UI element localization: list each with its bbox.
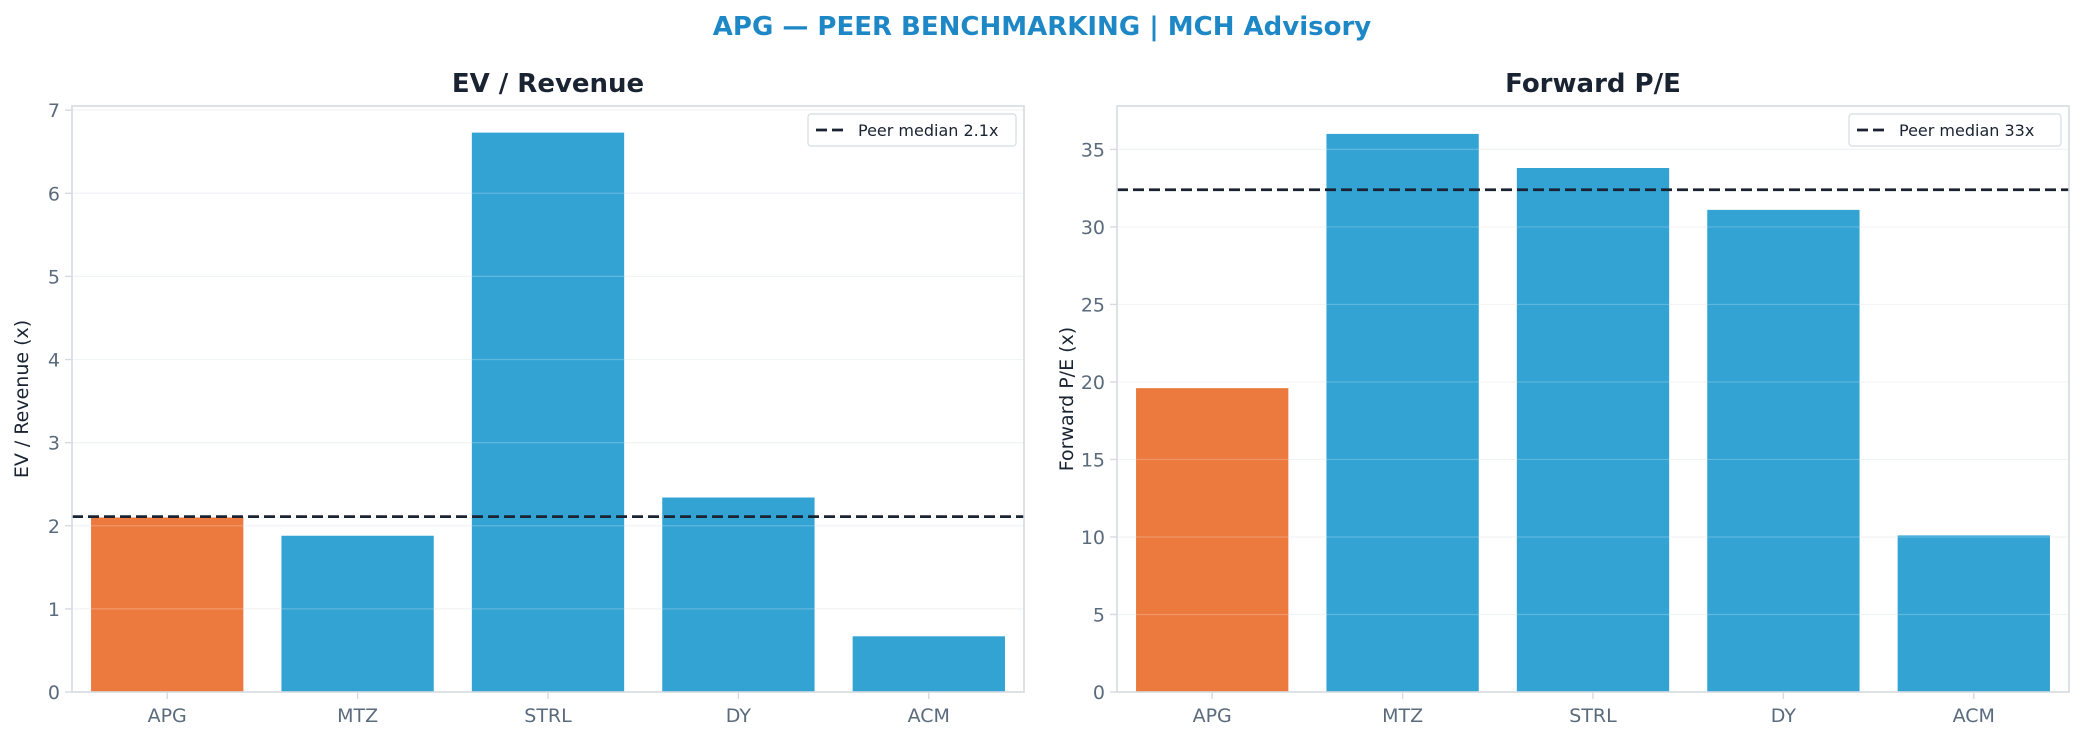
y-tick-label: 1: [48, 599, 60, 621]
x-tick-label: DY: [726, 705, 752, 727]
y-tick-label: 4: [48, 350, 60, 372]
bar-apg: [91, 517, 244, 692]
x-tick-label: APG: [148, 705, 187, 727]
bar-dy: [662, 497, 815, 692]
y-tick-label: 0: [48, 682, 60, 704]
legend-label: Peer median 2.1x: [858, 121, 998, 140]
chart-title: EV / Revenue: [452, 69, 644, 99]
bar-dy: [1707, 209, 1860, 692]
y-tick-label: 10: [1081, 527, 1105, 549]
legend-label: Peer median 33x: [1899, 121, 2034, 140]
x-tick-label: STRL: [524, 705, 572, 727]
x-tick-label: MTZ: [337, 705, 378, 727]
y-tick-label: 35: [1081, 139, 1105, 161]
chart-title: Forward P/E: [1505, 69, 1681, 99]
y-tick-label: 5: [48, 266, 60, 288]
x-tick-label: APG: [1193, 705, 1232, 727]
y-tick-label: 2: [48, 516, 60, 538]
legend: Peer median 2.1x: [807, 113, 1017, 147]
bar-acm: [1897, 535, 2050, 692]
x-tick-label: MTZ: [1382, 705, 1423, 727]
bar-strl: [471, 132, 625, 693]
legend-box: [1848, 113, 2062, 147]
bar-mtz: [1326, 133, 1479, 692]
y-tick-label: 20: [1081, 372, 1105, 394]
y-tick-label: 5: [1093, 604, 1105, 626]
legend: Peer median 33x: [1848, 113, 2062, 147]
bar-strl: [1516, 168, 1670, 692]
bar-mtz: [281, 535, 434, 692]
y-axis-label: Forward P/E (x): [1056, 327, 1078, 471]
x-tick-label: DY: [1771, 705, 1797, 727]
bar-acm: [852, 636, 1005, 692]
chart-forward-pe: Forward P/E 0 5 10 15 20 25 30 35 APG MTZ STRL DY ACM…: [1056, 69, 2070, 727]
y-tick-label: 15: [1081, 449, 1105, 471]
y-tick-label: 6: [48, 183, 60, 205]
x-tick-label: ACM: [908, 705, 950, 727]
y-tick-label: 3: [48, 433, 60, 455]
legend-box: [807, 113, 1017, 147]
y-axis-label: EV / Revenue (x): [11, 320, 33, 478]
chart-ev-revenue: EV / Revenue 0 1 2 3 4 5 6 7 APG MTZ STRL DY ACM EV / …: [11, 69, 1025, 727]
y-tick-label: 25: [1081, 294, 1105, 316]
y-tick-label: 30: [1081, 217, 1105, 239]
y-tick-label: 7: [48, 100, 60, 122]
y-tick-label: 0: [1093, 682, 1105, 704]
x-tick-label: ACM: [1953, 705, 1995, 727]
figure-title: APG — PEER BENCHMARKING | MCH Advisory: [713, 12, 1372, 42]
x-tick-label: STRL: [1569, 705, 1617, 727]
bar-apg: [1136, 388, 1289, 692]
